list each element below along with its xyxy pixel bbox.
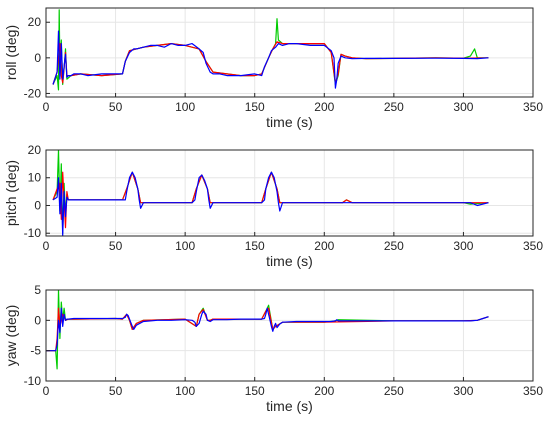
- axes-frame: [45, 7, 534, 98]
- series-line-1: [46, 290, 489, 370]
- y-tick-label: 5: [34, 283, 41, 297]
- x-tick-label: 200: [314, 239, 334, 253]
- y-axis-label: roll (deg): [3, 25, 19, 80]
- panel-3: 0 50 100 150 200 250 300 350 -10 -5 0 5 time (s) yaw …: [3, 283, 543, 414]
- x-tick-label: 150: [245, 239, 265, 253]
- y-axis-label: pitch (deg): [3, 160, 19, 226]
- y-tick-label: 0: [34, 198, 41, 212]
- y-axis-label: yaw (deg): [3, 305, 19, 366]
- x-tick-label: 0: [43, 239, 50, 253]
- y-tick-label: 0: [34, 51, 41, 65]
- series-line-2: [46, 307, 489, 352]
- x-tick-label: 0: [43, 384, 50, 398]
- x-tick-label: 150: [245, 100, 265, 114]
- axes-frame: [45, 149, 534, 237]
- y-tick-label: 0: [34, 313, 41, 327]
- y-tick-label: 10: [28, 171, 42, 185]
- x-tick-label: 0: [43, 100, 50, 114]
- x-tick-label: 350: [523, 100, 543, 114]
- series-line-3: [52, 30, 489, 89]
- x-tick-label: 300: [453, 384, 473, 398]
- x-axis-label: time (s): [266, 398, 313, 414]
- series-line-3: [46, 307, 489, 352]
- x-tick-label: 100: [175, 100, 195, 114]
- y-tick-label: -10: [24, 374, 42, 388]
- y-tick-label: 20: [28, 15, 42, 29]
- axes-frame: [45, 289, 534, 382]
- x-axis-label: time (s): [266, 253, 313, 269]
- x-tick-label: 100: [175, 239, 195, 253]
- series-line-1: [52, 150, 489, 234]
- x-tick-label: 50: [109, 100, 123, 114]
- series-line-2: [52, 41, 489, 85]
- y-tick-label: -20: [24, 86, 42, 100]
- x-tick-label: 50: [109, 384, 123, 398]
- x-tick-label: 100: [175, 384, 195, 398]
- series-line-3: [52, 171, 489, 236]
- y-tick-label: -10: [24, 226, 42, 240]
- x-tick-label: 250: [384, 384, 404, 398]
- x-tick-label: 150: [245, 384, 265, 398]
- x-tick-label: 200: [314, 100, 334, 114]
- y-tick-label: 20: [28, 143, 42, 157]
- x-tick-label: 300: [453, 239, 473, 253]
- x-tick-label: 350: [523, 384, 543, 398]
- x-tick-label: 300: [453, 100, 473, 114]
- x-tick-label: 50: [109, 239, 123, 253]
- x-axis-label: time (s): [266, 114, 313, 130]
- x-tick-label: 200: [314, 384, 334, 398]
- x-tick-label: 250: [384, 100, 404, 114]
- x-tick-label: 350: [523, 239, 543, 253]
- y-tick-label: -5: [30, 344, 41, 358]
- x-tick-label: 250: [384, 239, 404, 253]
